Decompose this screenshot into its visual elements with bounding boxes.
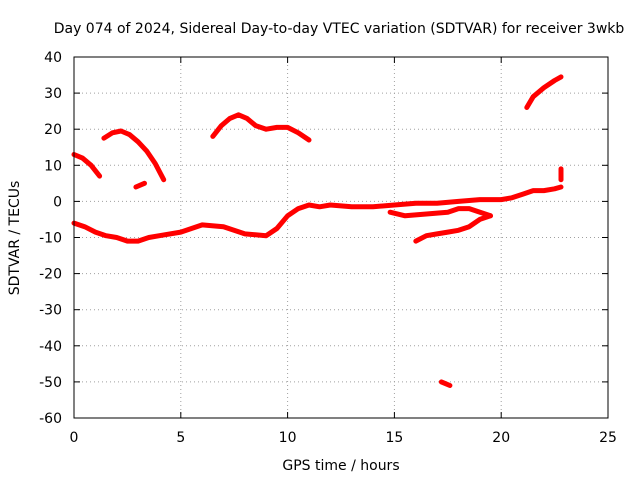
y-tick-label: 40 [44,50,62,66]
data-series [71,74,564,388]
x-tick-label: 0 [70,430,79,446]
y-tick-label: -20 [39,267,62,283]
y-tick-label: 30 [44,86,62,102]
x-tick-label: 20 [492,430,510,446]
x-tick-label: 5 [176,430,185,446]
y-tick-label: -10 [39,231,62,247]
series-arc-2 [101,128,167,183]
series-arc-9 [524,74,564,110]
y-tick-label: -60 [39,411,62,427]
y-tick-label: -30 [39,303,62,319]
series-arc-7 [413,213,493,244]
x-tick-label: 15 [385,430,403,446]
x-tick-label: 10 [279,430,297,446]
series-arc-10 [438,379,453,388]
series-arc-5 [71,184,564,244]
axis-ticks: 0 5 10 15 20 25 -60 -50 -40 -30 -20 -10 0 10 20 30 40 [39,50,617,446]
series-arc-1 [71,152,103,179]
x-axis-label: GPS time / hours [282,458,399,474]
grid [74,57,608,418]
series-arc-6 [387,206,493,219]
x-tick-label: 25 [599,430,617,446]
y-tick-label: -50 [39,375,62,391]
y-axis-label: SDTVAR / TECUs [7,181,23,296]
y-tick-label: 20 [44,122,62,138]
y-tick-label: 10 [44,158,62,174]
y-tick-label: 0 [53,194,62,210]
y-tick-label: -40 [39,339,62,355]
series-arc-3 [133,180,147,190]
chart-title: Day 074 of 2024, Sidereal Day-to-day VTE… [54,21,625,37]
series-arc-4 [210,112,312,143]
